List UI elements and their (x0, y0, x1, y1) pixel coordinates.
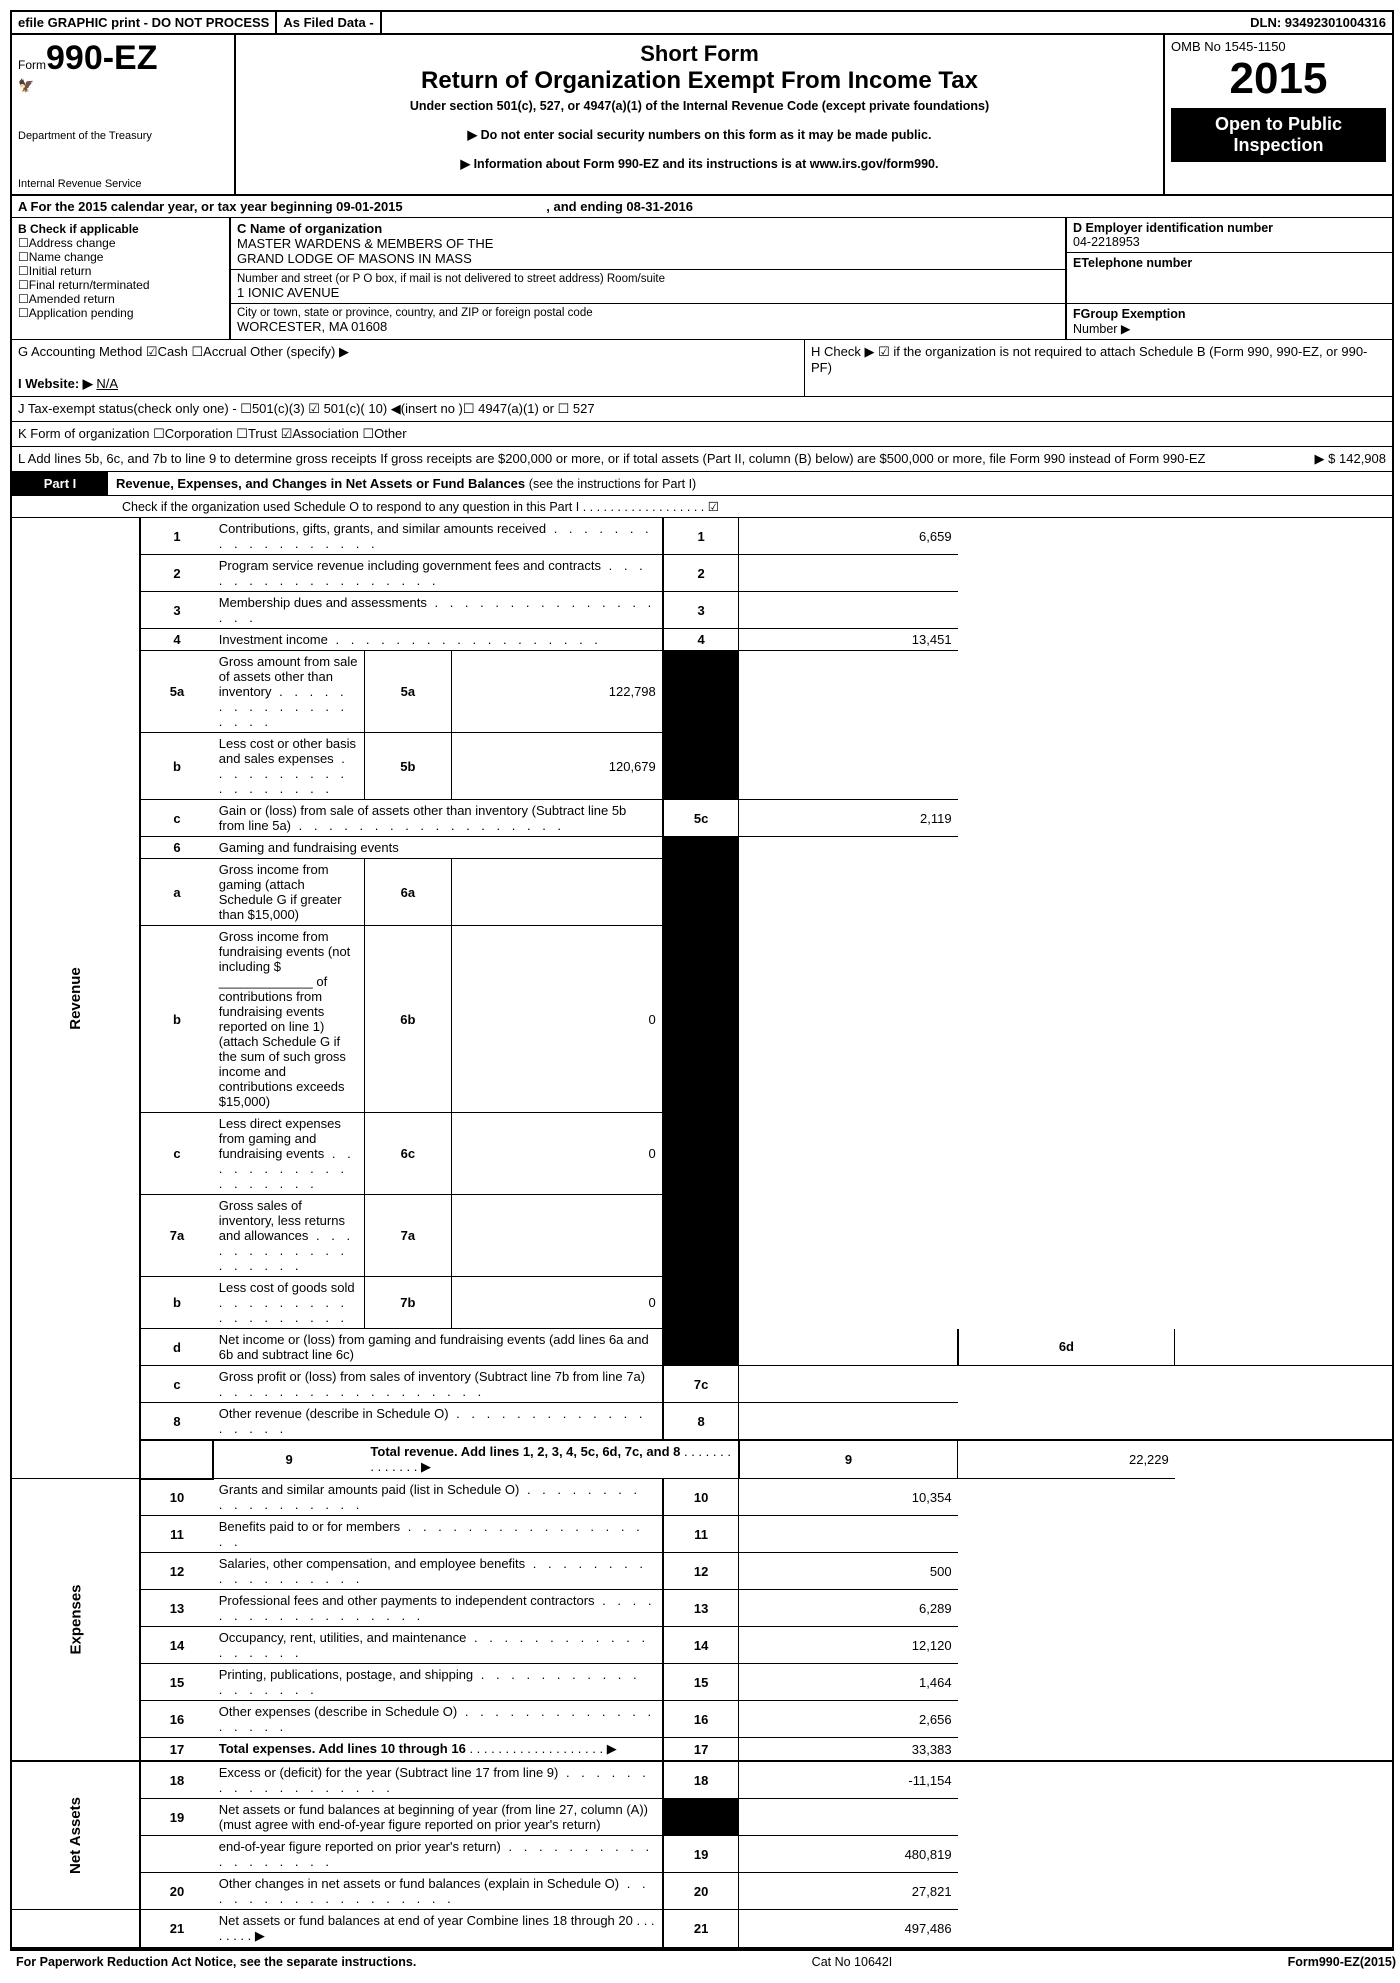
form-word: Form (18, 58, 46, 72)
form-990ez: efile GRAPHIC print - DO NOT PROCESS As … (10, 10, 1394, 1951)
form-ref: Form990-EZ(2015) (1288, 1955, 1396, 1969)
city-label: City or town, state or province, country… (237, 307, 1059, 319)
open-inspection: Open to Public Inspection (1171, 108, 1386, 162)
under-section: Under section 501(c), 527, or 4947(a)(1)… (276, 99, 1123, 113)
line-1: Contributions, gifts, grants, and simila… (213, 518, 663, 555)
section-bcdef: B Check if applicable ☐Address change ☐N… (12, 218, 1392, 340)
ein: 04-2218953 (1073, 235, 1386, 249)
line-gh: G Accounting Method ☑Cash ☐Accrual Other… (12, 340, 1392, 397)
street-label: Number and street (or P O box, if mail i… (237, 273, 1059, 285)
part1-tab: Part I (12, 472, 108, 495)
col-b: B Check if applicable ☐Address change ☐N… (12, 218, 231, 339)
dept-irs: Internal Revenue Service (18, 178, 228, 190)
omb-no: OMB No 1545-1150 (1171, 39, 1386, 54)
org-name-1: MASTER WARDENS & MEMBERS OF THE (237, 236, 1059, 251)
chk-pending[interactable]: ☐Application pending (18, 306, 223, 320)
line-j: J Tax-exempt status(check only one) - ☐5… (12, 397, 1392, 422)
d-label: D Employer identification number (1073, 221, 1386, 235)
city: WORCESTER, MA 01608 (237, 319, 1059, 334)
ssn-note: ▶ Do not enter social security numbers o… (276, 127, 1123, 142)
topbar: efile GRAPHIC print - DO NOT PROCESS As … (12, 12, 1392, 35)
form-number: 990-EZ (46, 39, 158, 77)
lines-table: Revenue 1Contributions, gifts, grants, a… (12, 518, 1392, 1949)
col-def: D Employer identification number 04-2218… (1067, 218, 1392, 339)
side-revenue: Revenue (12, 518, 140, 1479)
chk-address[interactable]: ☐Address change (18, 236, 223, 250)
street: 1 IONIC AVENUE (237, 285, 1059, 300)
e-label: ETelephone number (1073, 256, 1386, 270)
part1-header: Part I Revenue, Expenses, and Changes in… (12, 472, 1392, 496)
paperwork-notice: For Paperwork Reduction Act Notice, see … (16, 1955, 416, 1969)
gross-receipts: ▶ $ 142,908 (1315, 451, 1386, 467)
line-h: H Check ▶ ☑ if the organization is not r… (805, 340, 1392, 396)
info-note: ▶ Information about Form 990-EZ and its … (276, 156, 1123, 171)
chk-amended[interactable]: ☐Amended return (18, 292, 223, 306)
dept-treasury: Department of the Treasury (18, 130, 228, 142)
footer: For Paperwork Reduction Act Notice, see … (10, 1951, 1400, 1973)
org-name-2: GRAND LODGE OF MASONS IN MASS (237, 251, 1059, 266)
line-i-inner: I Website: ▶ N/A (18, 376, 798, 392)
b-label: B Check if applicable (18, 222, 223, 236)
cat-no: Cat No 10642I (812, 1955, 893, 1969)
line-g: G Accounting Method ☑Cash ☐Accrual Other… (18, 344, 798, 360)
header: Form990-EZ 🦅 Department of the Treasury … (12, 35, 1392, 196)
part1-title: Revenue, Expenses, and Changes in Net As… (108, 472, 1392, 495)
chk-final[interactable]: ☐Final return/terminated (18, 278, 223, 292)
f-label2: Number ▶ (1073, 321, 1386, 336)
chk-name[interactable]: ☐Name change (18, 250, 223, 264)
tax-year: 2015 (1171, 54, 1386, 104)
dln: DLN: 93492301004316 (1244, 12, 1392, 33)
col-c: C Name of organization MASTER WARDENS & … (231, 218, 1067, 339)
line-a: A For the 2015 calendar year, or tax yea… (12, 196, 1392, 218)
f-label: FGroup Exemption (1073, 307, 1386, 321)
line-l: L Add lines 5b, 6c, and 7b to line 9 to … (12, 447, 1392, 472)
form-title: Return of Organization Exempt From Incom… (276, 67, 1123, 95)
header-right: OMB No 1545-1150 2015 Open to Public Ins… (1163, 35, 1392, 194)
header-mid: Short Form Return of Organization Exempt… (236, 35, 1163, 194)
c-name-label: C Name of organization (237, 221, 1059, 236)
schedule-o-check: Check if the organization used Schedule … (12, 496, 1392, 518)
eagle-icon: 🦅 (18, 78, 228, 94)
efile-notice: efile GRAPHIC print - DO NOT PROCESS (12, 12, 277, 33)
asfiled-label: As Filed Data - (277, 12, 381, 33)
chk-initial[interactable]: ☐Initial return (18, 264, 223, 278)
line-k: K Form of organization ☐Corporation ☐Tru… (12, 422, 1392, 447)
header-left: Form990-EZ 🦅 Department of the Treasury … (12, 35, 236, 194)
short-form: Short Form (276, 41, 1123, 67)
